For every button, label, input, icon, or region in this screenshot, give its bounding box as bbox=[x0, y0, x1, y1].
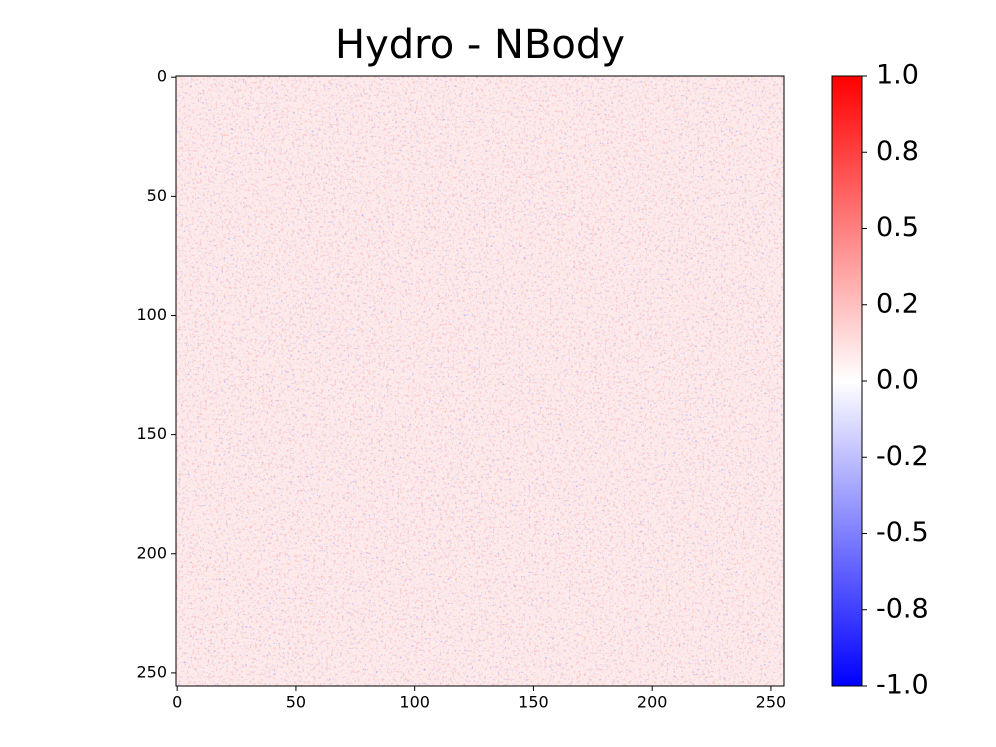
colorbar-tick-label: -0.5 bbox=[876, 517, 929, 548]
colorbar-tick-label: -0.2 bbox=[876, 441, 929, 472]
chart-title: Hydro - NBody bbox=[335, 22, 625, 68]
y-tick-label: 50 bbox=[147, 186, 167, 205]
colorbar-tick-label: 0.8 bbox=[876, 136, 919, 167]
x-tick-label: 250 bbox=[756, 693, 787, 712]
y-tick-label: 250 bbox=[136, 662, 167, 681]
x-tick-label: 0 bbox=[172, 693, 182, 712]
x-tick-label: 150 bbox=[518, 693, 549, 712]
colorbar-tick-label: -0.8 bbox=[876, 593, 929, 624]
heatmap-image bbox=[176, 76, 784, 686]
y-tick-label: 150 bbox=[136, 424, 167, 443]
colorbar-tick-label: 1.0 bbox=[876, 60, 919, 91]
colorbar-tick-label: 0.5 bbox=[876, 212, 919, 243]
colorbar-tick-label: 0.0 bbox=[876, 365, 919, 396]
x-tick-label: 200 bbox=[637, 693, 668, 712]
y-tick-label: 100 bbox=[136, 305, 167, 324]
y-tick-label: 200 bbox=[136, 543, 167, 562]
colorbar-tick-label: 0.2 bbox=[876, 288, 919, 319]
y-tick-label: 0 bbox=[157, 67, 167, 86]
colorbar-tick-label: -1.0 bbox=[876, 670, 929, 701]
x-tick-label: 50 bbox=[286, 693, 306, 712]
x-tick-label: 100 bbox=[399, 693, 430, 712]
plot-frame bbox=[175, 75, 785, 687]
colorbar bbox=[831, 75, 863, 687]
